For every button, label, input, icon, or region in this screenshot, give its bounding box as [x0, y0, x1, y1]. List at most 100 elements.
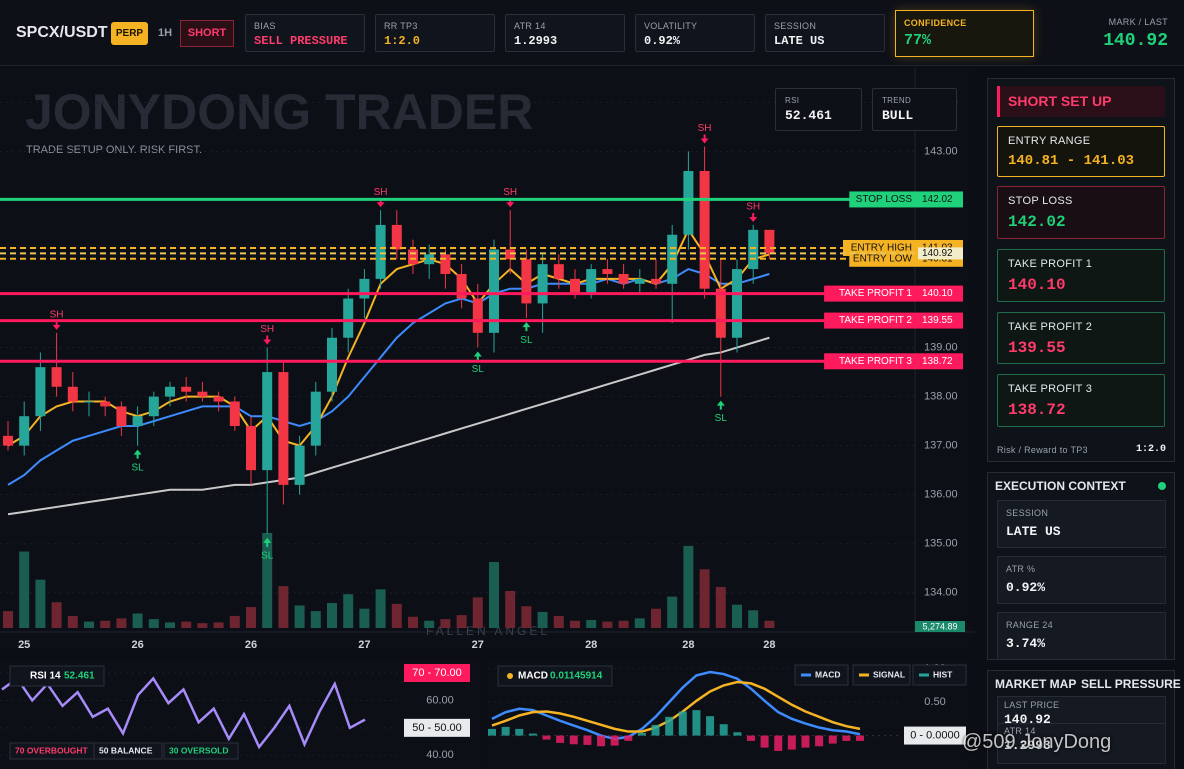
candle-body	[84, 401, 94, 403]
level-tag	[824, 353, 963, 370]
x-tick-label: 28	[682, 639, 694, 651]
volume-bar	[537, 611, 548, 628]
hist-bar	[719, 724, 728, 736]
volume-bar	[100, 620, 111, 628]
overlay-line	[7, 336, 770, 516]
swing-high-label: SH	[698, 123, 712, 134]
level-name: ENTRY LOW	[853, 253, 913, 264]
volume-bar	[197, 623, 208, 628]
stat-label: VOLATILITY	[644, 21, 698, 31]
hist-bar	[746, 735, 755, 741]
swing-high-label: SH	[746, 202, 760, 213]
swing-high-label: SH	[503, 187, 517, 198]
candle-body	[570, 278, 580, 294]
candle-body	[440, 254, 451, 274]
volume-bar	[489, 561, 499, 628]
hist-bar	[597, 735, 606, 747]
confidence-label: CONFIDENCE	[904, 18, 967, 28]
stat-value: 1:2.0	[384, 34, 421, 48]
candle-body	[116, 406, 127, 427]
candle-body	[472, 298, 483, 333]
volume-bar	[732, 604, 742, 628]
volume-bar	[618, 620, 629, 628]
level-name: TAKE PROFIT 1	[839, 288, 912, 299]
map-card: ATR 14 1.2993	[997, 724, 1166, 764]
y-tick-label: 143.00	[924, 145, 958, 157]
watermark: @509 JonyDong	[962, 731, 1112, 753]
level-tag	[824, 285, 963, 302]
swing-low-label: SL	[131, 462, 144, 473]
macd-value: 0.01145914	[550, 671, 603, 682]
volume-bar	[213, 622, 224, 628]
rsi-badge: RSI 52.461	[775, 88, 862, 131]
candle-body	[602, 269, 613, 274]
direction-badge: SHORT	[180, 20, 234, 47]
y-tick-label: 136.00	[924, 489, 958, 501]
legend-label: HIST	[933, 669, 953, 679]
legend-box	[852, 664, 911, 686]
legend-box	[794, 664, 849, 686]
card-value: 138.72	[1008, 401, 1066, 419]
zone-label: 70 OVERBOUGHT	[15, 745, 89, 755]
status-dot	[1158, 482, 1166, 490]
volume-bar	[67, 615, 78, 628]
stop-card: STOP LOSS 142.02	[997, 186, 1165, 239]
candle-body	[537, 264, 548, 304]
tick-tag	[404, 718, 470, 737]
hist-bar	[733, 732, 742, 736]
stat-label: RR TP3	[384, 21, 418, 31]
volume-bar	[634, 618, 645, 628]
hist-bar	[787, 735, 796, 750]
swing-arrow	[133, 449, 142, 459]
volume-bar	[84, 621, 94, 628]
volume-bar	[651, 608, 661, 628]
swing-high-label: SH	[260, 324, 274, 335]
hist-bar	[556, 735, 565, 743]
candle-body	[683, 170, 694, 235]
symbol: SPCX/USDT	[16, 24, 108, 41]
card-label: ENTRY RANGE	[1008, 135, 1091, 147]
legend-label: SIGNAL	[873, 669, 905, 679]
hist-bar	[488, 728, 496, 736]
volume-bar	[472, 597, 483, 628]
stat-value: 1.2993	[514, 34, 558, 48]
footer-mark: FALLEN ANGEL	[426, 624, 550, 638]
stat-box: BIAS SELL PRESSURE	[245, 14, 365, 52]
swing-low-label: SL	[472, 364, 485, 375]
card-label: STOP LOSS	[1008, 195, 1073, 207]
volume-bar	[408, 616, 418, 628]
macd-title-box	[497, 665, 613, 687]
stat-box: RR TP3 1:2.0	[375, 14, 495, 52]
hist-bar	[610, 735, 619, 746]
context-card: RANGE 24 3.74%	[997, 612, 1166, 660]
volume-bar	[764, 620, 775, 628]
swing-low-label: SL	[261, 551, 274, 562]
swing-arrow	[473, 351, 482, 361]
volume-bar	[132, 613, 143, 628]
candle-body	[521, 259, 532, 304]
candle-body	[310, 391, 321, 446]
subtitle: TRADE SETUP ONLY. RISK FIRST.	[26, 144, 202, 156]
volume-bar	[440, 619, 451, 628]
candle-body	[278, 372, 289, 485]
map-value: 1.2993	[1004, 738, 1051, 753]
volume-bar	[229, 615, 240, 628]
legend-box	[912, 664, 967, 686]
candle-body	[748, 229, 759, 270]
volume-bar	[35, 579, 46, 628]
last-price-tag	[918, 247, 963, 260]
candle-body	[586, 269, 597, 294]
entry-card: ENTRY RANGE 140.81 - 141.03	[997, 126, 1165, 177]
candle-body	[197, 391, 208, 397]
stat-box: ATR 14 1.2993	[505, 14, 625, 52]
level-value: 140.10	[922, 288, 953, 299]
stat-label: SESSION	[774, 21, 817, 31]
y-tick-label: 138.00	[924, 390, 958, 402]
trend-badge: TREND BULL	[872, 88, 957, 131]
candle-body	[343, 298, 354, 338]
volume-bar	[456, 615, 467, 628]
watermark-title: JONYDONG TRADER	[25, 84, 533, 140]
tp-card: TAKE PROFIT 2 139.55	[997, 312, 1165, 364]
hist-bar	[528, 733, 537, 736]
